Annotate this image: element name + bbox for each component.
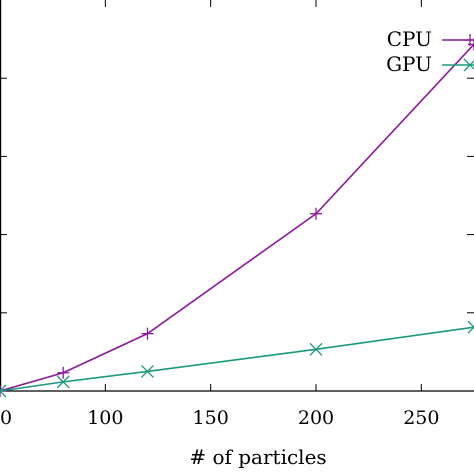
- plot-frame: [0, 0, 474, 392]
- data-point-gpu: [141, 364, 154, 378]
- x-tick-label: 250: [403, 407, 439, 429]
- x-tick-label: 150: [193, 407, 229, 429]
- series-line-gpu: [0, 326, 474, 392]
- data-point-gpu: [309, 342, 323, 356]
- data-point-cpu: [141, 327, 154, 340]
- legend-label-cpu: CPU: [387, 27, 432, 51]
- series-layer: [0, 38, 474, 398]
- x-axis-label: # of particles: [189, 445, 326, 469]
- legend-marker-cpu: [464, 34, 474, 46]
- x-tick-label: 200: [298, 407, 334, 429]
- data-point-cpu: [310, 207, 322, 220]
- data-point-gpu: [0, 384, 7, 398]
- x-tick-label: 100: [87, 407, 123, 429]
- data-point-gpu: [467, 320, 474, 334]
- data-point-cpu: [57, 366, 70, 379]
- series-line-cpu: [0, 43, 474, 392]
- legend-marker-gpu: [463, 58, 474, 72]
- legend-label-gpu: GPU: [386, 52, 432, 76]
- x-tick-label: 50: [0, 407, 12, 429]
- data-point-gpu: [56, 375, 70, 389]
- axis-ticks: 50 100 150 200 250: [0, 0, 474, 429]
